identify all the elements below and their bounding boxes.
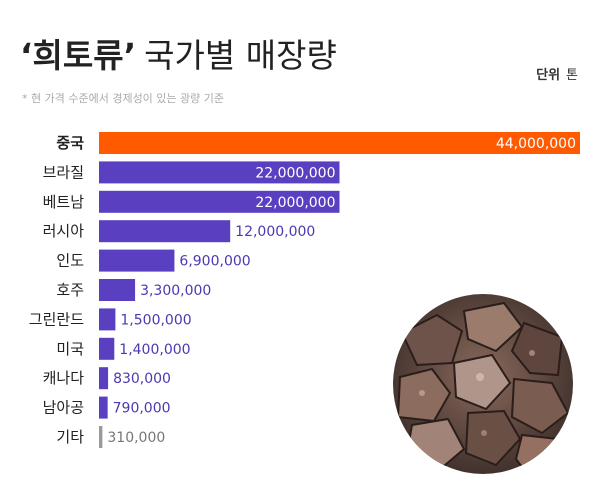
bar-7 (99, 308, 116, 331)
bar-5 (99, 249, 175, 272)
category-label: 인도 (56, 252, 84, 270)
footnote: * 현 가격 수준에서 경제성이 있는 광량 기준 (22, 92, 225, 105)
bar-3 (99, 190, 340, 213)
category-label: 캐나다 (43, 369, 85, 387)
bar-8 (99, 337, 115, 360)
value-label: 22,000,000 (255, 165, 335, 181)
bar-1 (99, 132, 580, 154)
title-subject: 국가별 매장량 (144, 36, 337, 75)
value-label: 22,000,000 (255, 195, 335, 211)
unit-label: 단위 (536, 68, 561, 83)
category-label: 남아공 (43, 399, 84, 417)
bar-11 (99, 426, 103, 448)
category-label: 기타 (56, 428, 84, 446)
unit-value: 톤 (566, 68, 578, 83)
category-label: 미국 (56, 340, 84, 358)
bar-10 (99, 396, 108, 419)
title-keyword: ‘희토류’ (20, 36, 137, 75)
bar-9 (99, 367, 109, 390)
category-label: 호주 (56, 281, 84, 299)
value-label: 44,000,000 (496, 136, 576, 152)
bar-4 (99, 220, 231, 243)
bar-6 (99, 279, 136, 301)
category-label: 그린란드 (29, 310, 84, 328)
rock-pile-photo (393, 294, 573, 474)
value-label: 830,000 (113, 371, 171, 387)
category-label: 중국 (56, 134, 84, 152)
value-label: 1,500,000 (120, 312, 191, 328)
value-label: 310,000 (107, 430, 165, 446)
category-label: 베트남 (43, 193, 85, 211)
chart-title: ‘희토류’ 국가별 매장량 (20, 36, 337, 76)
category-label: 브라질 (43, 163, 84, 181)
value-label: 12,000,000 (235, 224, 315, 240)
category-label: 러시아 (43, 222, 85, 240)
value-label: 1,400,000 (119, 342, 190, 358)
unit-caption: 단위 톤 (536, 64, 578, 83)
value-label: 6,900,000 (179, 254, 250, 270)
value-label: 790,000 (113, 401, 171, 417)
bar-2 (99, 161, 340, 184)
value-label: 3,300,000 (140, 283, 211, 299)
